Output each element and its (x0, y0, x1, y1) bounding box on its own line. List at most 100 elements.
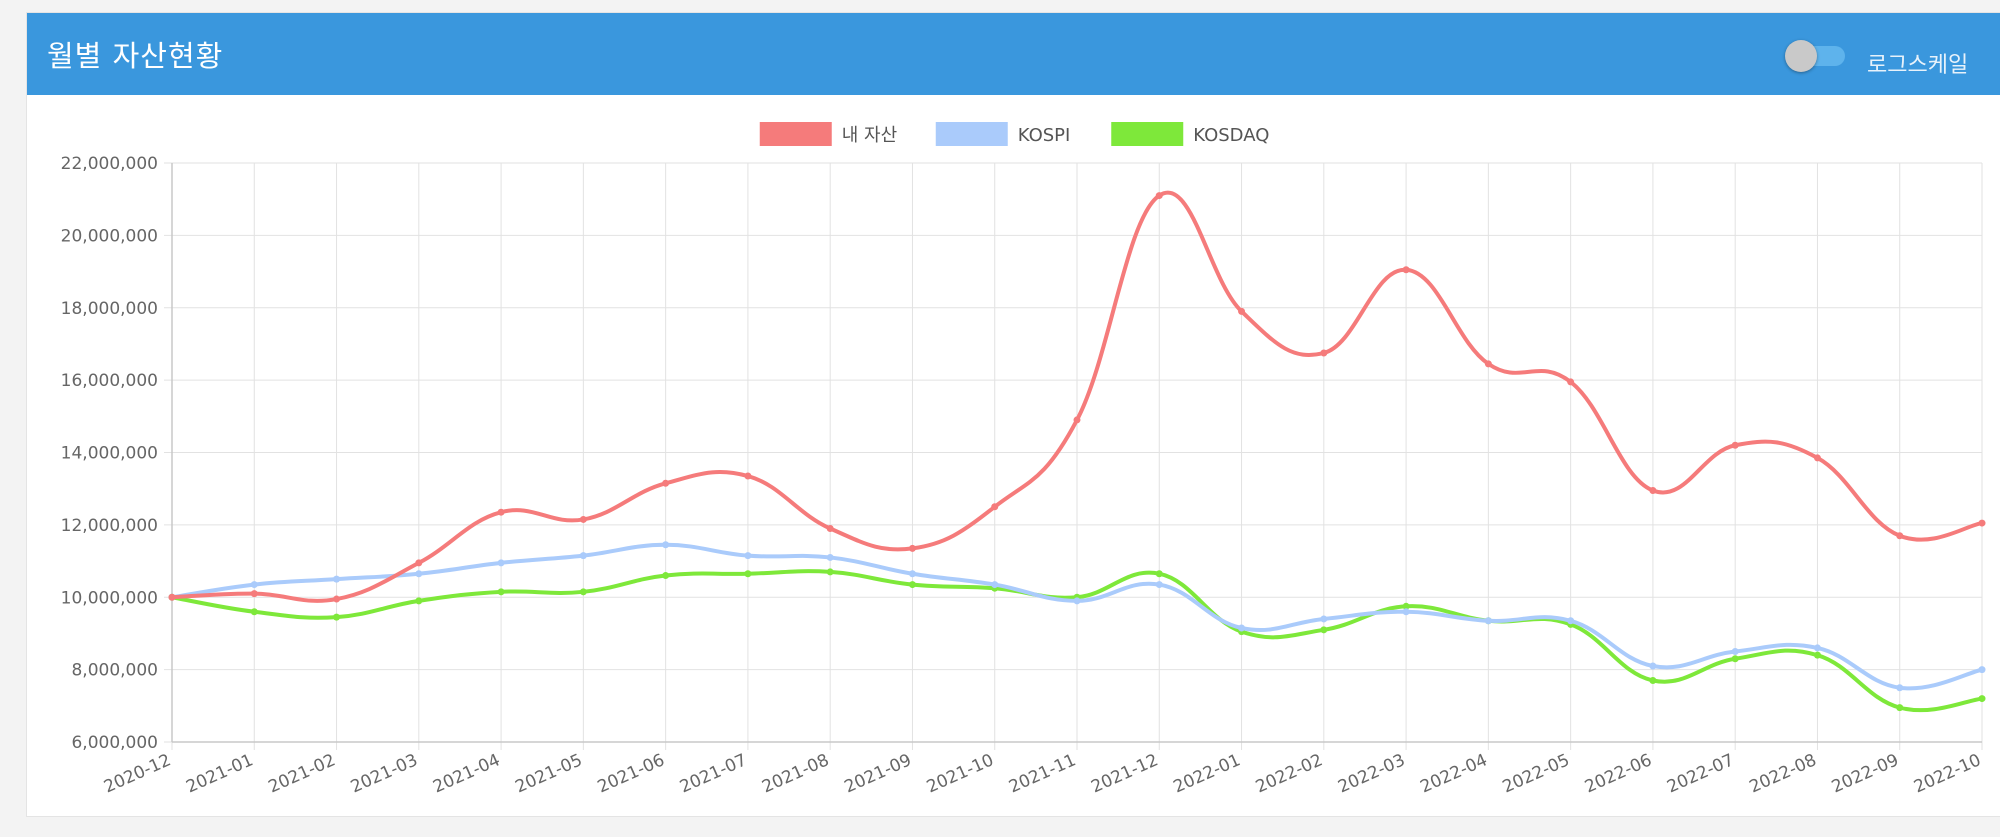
data-point (1073, 597, 1081, 605)
toggle-knob[interactable] (1785, 40, 1817, 72)
data-point (662, 479, 670, 487)
data-point (1649, 662, 1657, 670)
data-point (168, 593, 176, 601)
legend-swatch (759, 122, 832, 146)
data-point (415, 570, 423, 578)
x-tick-label: 2021-05 (512, 750, 585, 797)
data-point (250, 590, 258, 598)
x-tick-label: 2022-05 (1500, 750, 1573, 797)
data-point (908, 581, 916, 589)
x-tick-label: 2021-08 (759, 750, 832, 797)
data-point (1567, 378, 1575, 386)
data-point (826, 524, 834, 532)
x-tick-label: 2021-11 (1006, 750, 1079, 797)
x-tick-label: 2022-07 (1664, 750, 1737, 797)
legend-swatch (1111, 122, 1184, 146)
data-point (1813, 644, 1821, 652)
data-point (579, 552, 587, 560)
legend-swatch (935, 122, 1008, 146)
legend-label: 내 자산 (842, 125, 897, 146)
data-point (908, 570, 916, 578)
x-tick-label: 2022-03 (1335, 750, 1408, 797)
data-point (1731, 655, 1739, 663)
data-point (1978, 695, 1986, 703)
data-point (1320, 626, 1328, 634)
page-title: 월별 자산현황 (47, 39, 224, 73)
y-tick-label: 12,000,000 (61, 516, 158, 536)
data-point (1731, 648, 1739, 656)
x-tick-label: 2021-12 (1088, 750, 1161, 797)
data-point (1155, 570, 1163, 578)
x-tick-label: 2021-06 (595, 750, 668, 797)
x-tick-label: 2021-02 (266, 750, 339, 797)
data-point (1238, 624, 1246, 632)
x-tick-label: 2021-10 (924, 750, 997, 797)
x-tick-label: 2020-12 (101, 750, 174, 797)
data-point (826, 553, 834, 561)
data-point (1649, 486, 1657, 494)
data-point (1567, 617, 1575, 625)
data-point (662, 572, 670, 580)
data-point (1813, 651, 1821, 659)
asset-chart-card: 월별 자산현황 로그스케일 (26, 12, 2000, 817)
data-point (1402, 608, 1410, 616)
data-point (579, 588, 587, 596)
data-point (1155, 581, 1163, 589)
x-tick-label: 2021-03 (348, 750, 421, 797)
data-point (250, 608, 258, 616)
data-point (415, 559, 423, 567)
data-point (497, 508, 505, 516)
data-point (744, 472, 752, 480)
y-tick-label: 20,000,000 (61, 226, 158, 246)
data-point (333, 575, 341, 583)
data-point (415, 597, 423, 605)
x-tick-label: 2022-06 (1582, 750, 1655, 797)
y-tick-label: 8,000,000 (71, 661, 158, 681)
data-point (908, 544, 916, 552)
x-tick-label: 2022-04 (1417, 750, 1490, 797)
data-point (826, 568, 834, 576)
data-point (1484, 617, 1492, 625)
data-point (1813, 454, 1821, 462)
data-point (1649, 676, 1657, 684)
y-tick-label: 18,000,000 (61, 299, 158, 319)
data-point (1896, 704, 1904, 712)
data-point (579, 515, 587, 523)
y-tick-label: 6,000,000 (71, 733, 158, 753)
y-tick-label: 10,000,000 (61, 588, 158, 608)
data-point (1073, 416, 1081, 424)
data-point (1320, 615, 1328, 623)
data-point (1238, 307, 1246, 315)
data-point (1402, 602, 1410, 610)
x-tick-label: 2021-07 (677, 750, 750, 797)
log-scale-label: 로그스케일 (1867, 53, 1969, 78)
x-tick-label: 2022-02 (1253, 750, 1326, 797)
data-point (1896, 532, 1904, 540)
data-point (991, 581, 999, 589)
x-tick-label: 2022-01 (1171, 750, 1244, 797)
x-tick-label: 2022-10 (1911, 750, 1984, 797)
data-point (1155, 192, 1163, 200)
data-point (250, 581, 258, 589)
series-line (171, 569, 1983, 713)
y-tick-label: 14,000,000 (61, 444, 158, 464)
card-header: 월별 자산현황 로그스케일 (27, 13, 2000, 95)
data-point (1731, 441, 1739, 449)
x-tick-label: 2021-04 (430, 750, 503, 797)
data-point (1320, 349, 1328, 357)
data-point (991, 503, 999, 511)
data-point (744, 552, 752, 560)
x-tick-label: 2022-08 (1746, 750, 1819, 797)
data-point (333, 613, 341, 621)
data-point (497, 559, 505, 567)
data-point (1484, 360, 1492, 368)
x-tick-label: 2021-01 (183, 750, 256, 797)
legend-label: KOSPI (1018, 125, 1071, 146)
log-scale-toggle[interactable] (1785, 40, 1855, 72)
data-point (497, 588, 505, 596)
data-point (333, 595, 341, 603)
y-tick-label: 16,000,000 (61, 371, 158, 391)
data-point (1896, 684, 1904, 692)
y-tick-label: 22,000,000 (61, 154, 158, 174)
